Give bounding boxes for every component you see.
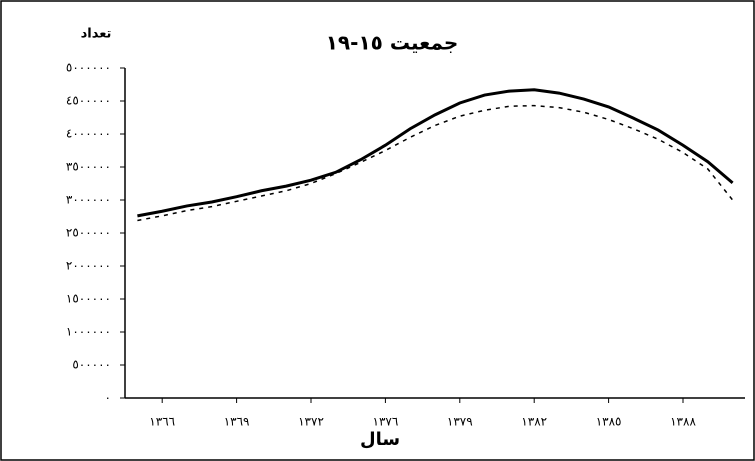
y-tick-label: ٢٥٠٠٠٠٠ — [66, 226, 111, 240]
x-axis-label: سال — [360, 429, 400, 450]
y-tick-label: ١٥٠٠٠٠٠ — [66, 292, 111, 306]
x-tick-label: ١٣٧٩ — [447, 415, 473, 429]
y-tick-label: ٠ — [105, 391, 111, 405]
y-tick-label: ٣٠٠٠٠٠٠ — [66, 193, 111, 207]
y-axis-label: تعداد — [81, 27, 112, 42]
x-tick-label: ١٣٨٥ — [596, 415, 622, 429]
y-tick-label: ١٠٠٠٠٠٠ — [66, 325, 111, 339]
x-tick-label: ١٣٦٩ — [224, 415, 250, 429]
x-tick-label: ١٣٧٦ — [373, 415, 399, 429]
y-tick-label: ٥٠٠٠٠٠٠ — [66, 61, 111, 75]
y-tick-label: ٣٥٠٠٠٠٠ — [66, 160, 111, 174]
x-tick-label: ١٣٨٨ — [670, 415, 696, 429]
chart-title: جمعیت ١٥-١٩ — [326, 31, 459, 55]
x-tick-label: ١٣٧٢ — [298, 415, 324, 429]
y-tick-label: ٤٥٠٠٠٠٠ — [66, 94, 111, 108]
y-tick-label: ٤٠٠٠٠٠٠ — [66, 127, 111, 141]
series-line — [137, 88, 734, 218]
series-line — [137, 104, 734, 222]
y-tick-label: ٢٠٠٠٠٠٠ — [66, 259, 111, 273]
x-tick-label: ١٣٦٦ — [149, 415, 175, 429]
x-tick-label: ١٣٨٢ — [521, 415, 547, 429]
y-tick-label: ٥٠٠٠٠٠ — [72, 358, 111, 372]
